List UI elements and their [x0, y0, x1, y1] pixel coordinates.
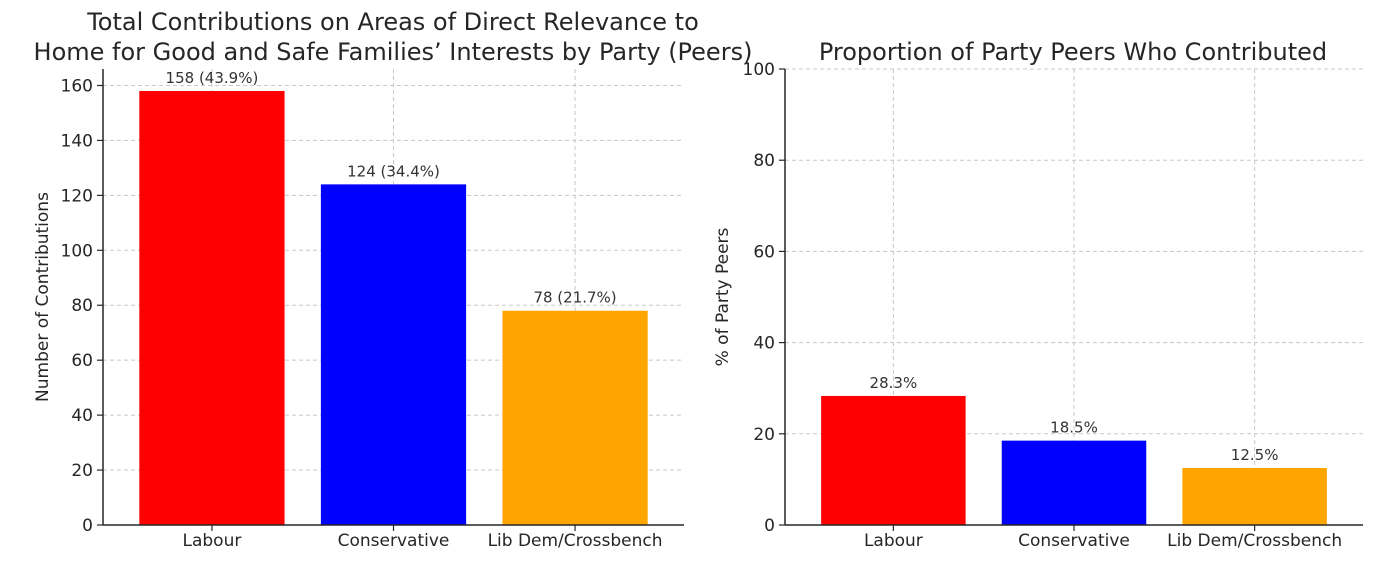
y-tick-label: 60 [71, 351, 93, 371]
y-tick-label: 0 [82, 516, 93, 536]
bar-labour [139, 90, 285, 526]
y-tick-label: 120 [61, 186, 93, 206]
x-tick-label: Labour [864, 531, 923, 551]
y-tick-label: 100 [61, 241, 93, 261]
x-tick-label: Labour [183, 531, 242, 551]
y-tick-label: 40 [753, 334, 775, 354]
y-tick-label: 80 [753, 151, 775, 171]
chart-title: Proportion of Party Peers Who Contribute… [819, 38, 1327, 66]
chart-title: Total Contributions on Areas of Direct R… [86, 8, 699, 36]
bar-lib-dem-crossbench [1182, 468, 1327, 525]
data-label: 28.3% [870, 374, 918, 392]
y-tick-label: 80 [71, 296, 93, 316]
y-tick-label: 160 [61, 76, 93, 96]
data-label: 124 (34.4%) [347, 162, 440, 180]
x-tick-label: Lib Dem/Crossbench [488, 531, 663, 551]
y-axis-label: % of Party Peers [713, 227, 733, 366]
y-tick-label: 20 [71, 461, 93, 481]
bar-conservative [1001, 440, 1147, 525]
x-tick-label: Lib Dem/Crossbench [1167, 531, 1342, 551]
y-tick-label: 100 [743, 60, 775, 80]
y-tick-label: 0 [764, 516, 775, 536]
y-tick-label: 20 [753, 425, 775, 445]
data-label: 18.5% [1050, 419, 1098, 437]
data-label: 12.5% [1231, 446, 1279, 464]
bar-conservative [320, 184, 467, 526]
bar-labour [821, 395, 966, 525]
chart-proportion-peers: 28.3% 18.5% 12.5% 0 20 40 60 80 100 Labour Conserv… [713, 38, 1363, 551]
bar-lib-dem-crossbench [502, 310, 648, 525]
data-label: 78 (21.7%) [533, 289, 616, 307]
x-tick-label: Conservative [1018, 531, 1130, 551]
y-tick-label: 140 [61, 131, 93, 151]
y-axis-label: Number of Contributions [33, 192, 53, 402]
chart-total-contributions: 158 (43.9%) 124 (34.4%) 78 (21.7%) 0 20 40 60 8… [33, 8, 752, 551]
y-tick-label: 60 [753, 242, 775, 262]
x-tick-label: Conservative [338, 531, 450, 551]
chart-title: Home for Good and Safe Families’ Interes… [34, 38, 753, 66]
y-tick-label: 40 [71, 406, 93, 426]
data-label: 158 (43.9%) [166, 69, 259, 87]
